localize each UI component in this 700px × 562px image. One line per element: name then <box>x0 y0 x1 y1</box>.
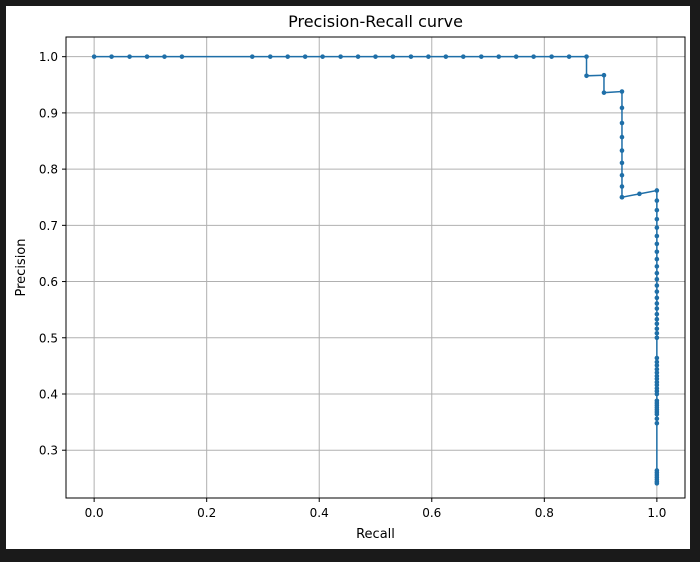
data-point <box>619 184 625 189</box>
data-point <box>654 283 660 288</box>
data-point <box>654 270 660 276</box>
data-point <box>531 54 536 59</box>
data-point <box>549 54 554 59</box>
data-point <box>654 289 660 294</box>
data-point <box>654 277 660 282</box>
data-point <box>654 233 660 239</box>
data-point <box>654 366 660 372</box>
data-point <box>654 301 660 306</box>
x-tick-label: 0.6 <box>422 506 441 520</box>
data-point <box>654 321 660 327</box>
x-tick-label: 1.0 <box>647 506 666 520</box>
data-point <box>127 54 132 59</box>
data-point <box>619 89 625 94</box>
data-point <box>654 249 660 255</box>
data-point <box>654 411 660 417</box>
data-point <box>654 311 660 317</box>
data-point <box>355 54 361 59</box>
data-point <box>408 54 414 59</box>
data-point <box>426 54 431 59</box>
data-point <box>619 173 625 178</box>
data-point <box>654 355 660 361</box>
data-point <box>619 105 625 111</box>
data-point <box>249 54 255 59</box>
data-point <box>390 54 396 59</box>
data-point <box>619 148 625 153</box>
x-tick-label: 0.4 <box>310 506 329 520</box>
y-tick-label: 0.4 <box>39 387 58 401</box>
data-point <box>654 420 660 426</box>
data-point <box>162 54 167 59</box>
y-tick-label: 0.8 <box>39 163 58 177</box>
x-tick-label: 0.8 <box>535 506 554 520</box>
data-point <box>654 326 660 332</box>
data-point <box>109 54 114 59</box>
data-point <box>320 54 325 59</box>
data-point <box>654 207 660 213</box>
data-point <box>460 54 466 59</box>
data-point <box>654 198 660 203</box>
data-point <box>601 72 607 78</box>
data-point <box>619 160 625 166</box>
data-point <box>654 256 660 262</box>
data-point <box>654 391 660 397</box>
data-point <box>654 376 660 382</box>
series-markers <box>91 54 660 486</box>
data-point <box>654 359 660 365</box>
data-point <box>637 191 642 197</box>
data-point <box>654 188 660 193</box>
y-axis-label: Precision <box>14 238 29 296</box>
data-point <box>513 54 519 59</box>
data-point <box>601 90 607 95</box>
chart-title: Precision-Recall curve <box>288 12 463 31</box>
figure-background <box>6 6 690 549</box>
data-point <box>654 264 660 269</box>
y-tick-label: 0.6 <box>39 275 58 289</box>
y-tick-label: 0.7 <box>39 219 58 233</box>
data-point <box>496 54 502 59</box>
data-point <box>654 481 660 486</box>
data-point <box>179 54 185 59</box>
data-point <box>654 335 660 341</box>
y-tick-label: 1.0 <box>39 50 58 64</box>
y-tick-label: 0.5 <box>39 331 58 345</box>
y-tick-label: 0.3 <box>39 444 58 458</box>
data-point <box>619 134 625 140</box>
data-point <box>373 54 378 59</box>
data-point <box>478 54 484 59</box>
y-axis-ticks: 0.3 0.4 0.5 0.6 0.7 0.8 0.9 1.0 <box>39 50 66 458</box>
data-point <box>285 54 291 59</box>
data-point <box>654 316 660 322</box>
data-point <box>654 216 660 222</box>
data-point <box>443 54 449 59</box>
x-tick-label: 0.2 <box>197 506 216 520</box>
data-point <box>91 54 97 59</box>
data-point <box>654 382 660 388</box>
data-point <box>619 194 625 200</box>
data-point <box>584 54 589 59</box>
x-tick-label: 0.0 <box>85 506 104 520</box>
plot-frame <box>65 36 686 499</box>
data-point <box>267 54 273 59</box>
data-point <box>338 54 343 59</box>
data-point <box>654 306 660 311</box>
data-point <box>619 120 625 126</box>
data-point <box>654 295 660 301</box>
data-point <box>654 241 660 247</box>
data-point <box>654 363 660 368</box>
data-point <box>566 54 572 59</box>
data-point <box>302 54 308 59</box>
y-tick-label: 0.9 <box>39 106 58 120</box>
x-axis-ticks: 0.0 0.2 0.4 0.6 0.8 1.0 <box>85 498 666 520</box>
data-point <box>654 370 660 375</box>
data-point <box>654 416 660 422</box>
data-point <box>144 54 150 59</box>
x-axis-label: Recall <box>356 527 395 542</box>
data-point <box>584 73 589 79</box>
data-point <box>654 330 660 336</box>
data-point <box>654 225 660 230</box>
